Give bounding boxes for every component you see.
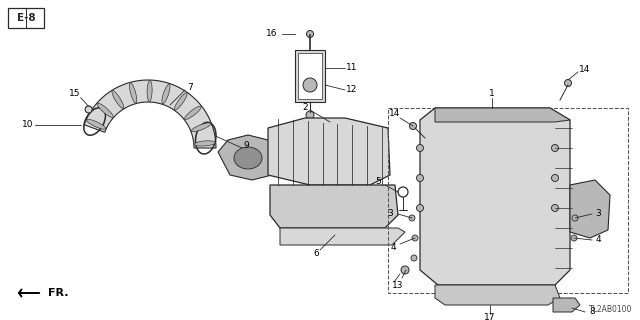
Circle shape <box>412 235 418 241</box>
Text: 10: 10 <box>22 120 34 129</box>
Polygon shape <box>435 285 560 305</box>
Text: 17: 17 <box>484 314 496 320</box>
Ellipse shape <box>234 147 262 169</box>
Text: 2: 2 <box>302 102 308 111</box>
Text: TL2AB0100: TL2AB0100 <box>589 305 632 314</box>
Ellipse shape <box>175 93 187 110</box>
Circle shape <box>410 123 417 130</box>
Circle shape <box>411 255 417 261</box>
Polygon shape <box>435 108 570 122</box>
Text: 11: 11 <box>346 63 358 73</box>
Polygon shape <box>270 185 398 228</box>
Circle shape <box>572 215 578 221</box>
Polygon shape <box>280 228 405 245</box>
Text: 1: 1 <box>489 90 495 99</box>
Text: E-8: E-8 <box>17 13 35 23</box>
Text: 8: 8 <box>589 308 595 316</box>
Text: 14: 14 <box>579 66 591 75</box>
Circle shape <box>417 145 424 151</box>
Text: 14: 14 <box>389 109 401 118</box>
Polygon shape <box>218 135 275 180</box>
Text: 13: 13 <box>392 282 404 291</box>
Ellipse shape <box>129 83 137 103</box>
Ellipse shape <box>86 119 106 129</box>
Polygon shape <box>570 180 610 238</box>
Text: 3: 3 <box>595 210 601 219</box>
Circle shape <box>571 235 577 241</box>
FancyBboxPatch shape <box>8 8 44 28</box>
Text: 5: 5 <box>375 178 381 187</box>
Text: 9: 9 <box>243 140 249 149</box>
Ellipse shape <box>195 141 215 146</box>
Text: 16: 16 <box>266 29 278 38</box>
Polygon shape <box>420 108 570 285</box>
Text: 4: 4 <box>595 236 601 244</box>
Text: 15: 15 <box>69 89 81 98</box>
Ellipse shape <box>162 84 170 104</box>
Circle shape <box>417 174 424 181</box>
Text: 7: 7 <box>187 83 193 92</box>
Circle shape <box>307 30 314 37</box>
Circle shape <box>306 111 314 119</box>
Text: 3: 3 <box>387 210 393 219</box>
Text: FR.: FR. <box>48 288 68 298</box>
Text: 6: 6 <box>313 250 319 259</box>
Polygon shape <box>268 118 390 185</box>
Circle shape <box>552 174 559 181</box>
Ellipse shape <box>112 91 124 108</box>
Circle shape <box>409 215 415 221</box>
Circle shape <box>303 78 317 92</box>
Circle shape <box>417 204 424 212</box>
Circle shape <box>552 145 559 151</box>
Text: 4: 4 <box>390 244 396 252</box>
Ellipse shape <box>191 123 211 132</box>
Polygon shape <box>553 298 580 312</box>
Circle shape <box>564 79 572 86</box>
Polygon shape <box>84 80 216 148</box>
FancyBboxPatch shape <box>295 50 325 102</box>
Circle shape <box>401 266 409 274</box>
Ellipse shape <box>184 106 201 120</box>
FancyBboxPatch shape <box>298 53 322 99</box>
Ellipse shape <box>97 103 113 117</box>
Text: 12: 12 <box>346 85 358 94</box>
Circle shape <box>85 106 92 113</box>
Circle shape <box>552 204 559 212</box>
Ellipse shape <box>147 81 152 101</box>
